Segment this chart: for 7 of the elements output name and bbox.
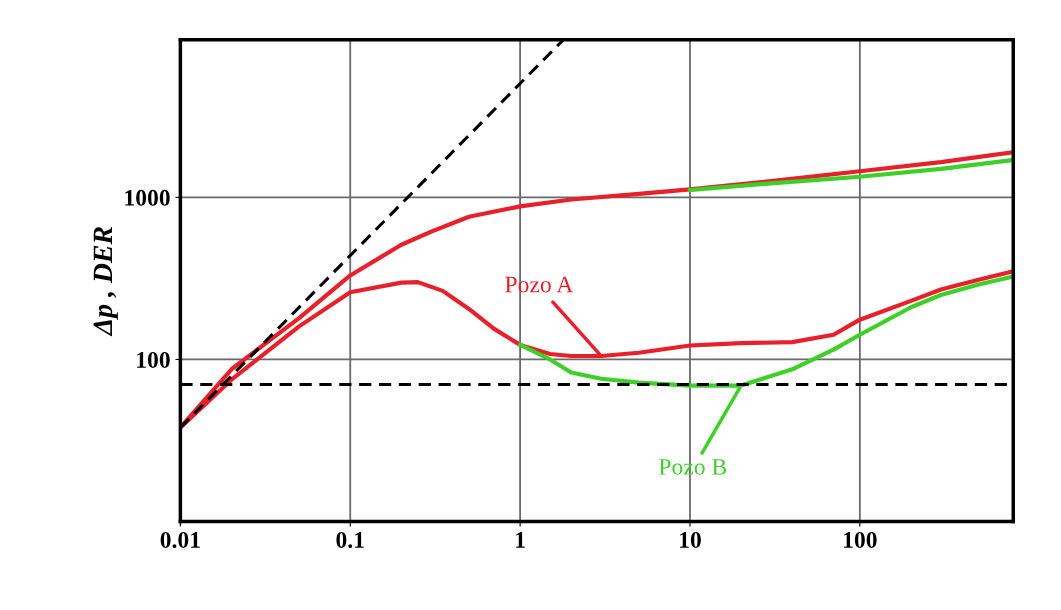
x-tick-label: 0.01 bbox=[160, 531, 200, 548]
x-tick-label: 0.1 bbox=[336, 531, 364, 548]
y-tick-label: 1000 bbox=[125, 189, 170, 206]
x-tick-label: 100 bbox=[844, 531, 877, 548]
y-axis-title: Δp , DER bbox=[93, 227, 118, 337]
x-tick-label: 10 bbox=[680, 531, 701, 548]
x-tick-label: 1 bbox=[516, 532, 525, 548]
